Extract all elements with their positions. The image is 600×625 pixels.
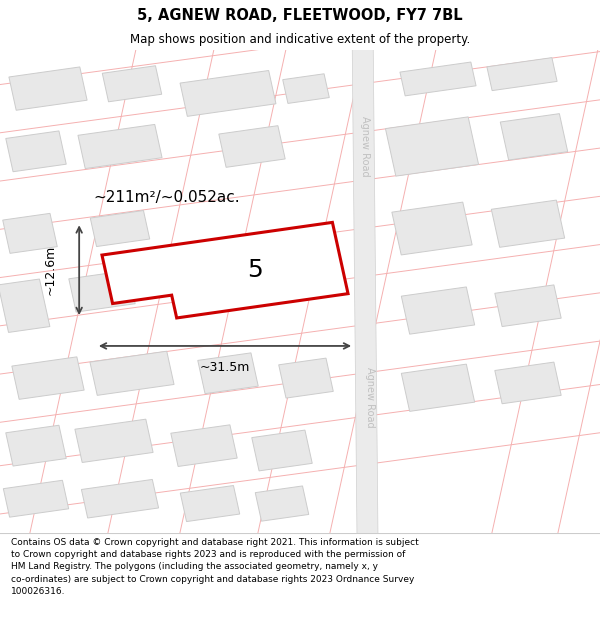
Text: 5: 5 [247,258,262,282]
Polygon shape [279,358,333,398]
Polygon shape [0,279,50,332]
Text: Agnew Road: Agnew Road [365,367,375,428]
Polygon shape [219,126,285,168]
Polygon shape [283,74,329,103]
Polygon shape [180,486,240,522]
Text: Agnew Road: Agnew Road [360,116,370,177]
Polygon shape [102,222,348,318]
Polygon shape [171,425,237,466]
Polygon shape [75,419,153,462]
Polygon shape [6,425,66,466]
Polygon shape [90,211,150,246]
Polygon shape [385,117,479,176]
Polygon shape [198,353,258,394]
Polygon shape [9,67,87,110]
Polygon shape [487,58,557,91]
Polygon shape [495,362,561,404]
Polygon shape [352,45,378,538]
Polygon shape [500,114,568,160]
Polygon shape [491,200,565,248]
Text: ~211m²/~0.052ac.: ~211m²/~0.052ac. [93,191,239,206]
Polygon shape [495,285,561,326]
Text: 5, AGNEW ROAD, FLEETWOOD, FY7 7BL: 5, AGNEW ROAD, FLEETWOOD, FY7 7BL [137,8,463,22]
Polygon shape [400,62,476,96]
Polygon shape [90,351,174,396]
Polygon shape [255,486,309,521]
Polygon shape [3,213,57,253]
Polygon shape [78,124,162,169]
Polygon shape [401,364,475,411]
Text: ~31.5m: ~31.5m [200,361,250,374]
Text: Map shows position and indicative extent of the property.: Map shows position and indicative extent… [130,32,470,46]
Polygon shape [102,66,162,102]
Text: Contains OS data © Crown copyright and database right 2021. This information is : Contains OS data © Crown copyright and d… [11,538,419,596]
Polygon shape [12,357,84,399]
Polygon shape [252,430,312,471]
Polygon shape [180,71,276,116]
Polygon shape [4,480,68,517]
Polygon shape [392,202,472,255]
Polygon shape [189,271,255,312]
Polygon shape [6,131,66,172]
Polygon shape [82,479,158,518]
Polygon shape [69,271,135,312]
Text: ~12.6m: ~12.6m [44,245,57,295]
Polygon shape [401,287,475,334]
